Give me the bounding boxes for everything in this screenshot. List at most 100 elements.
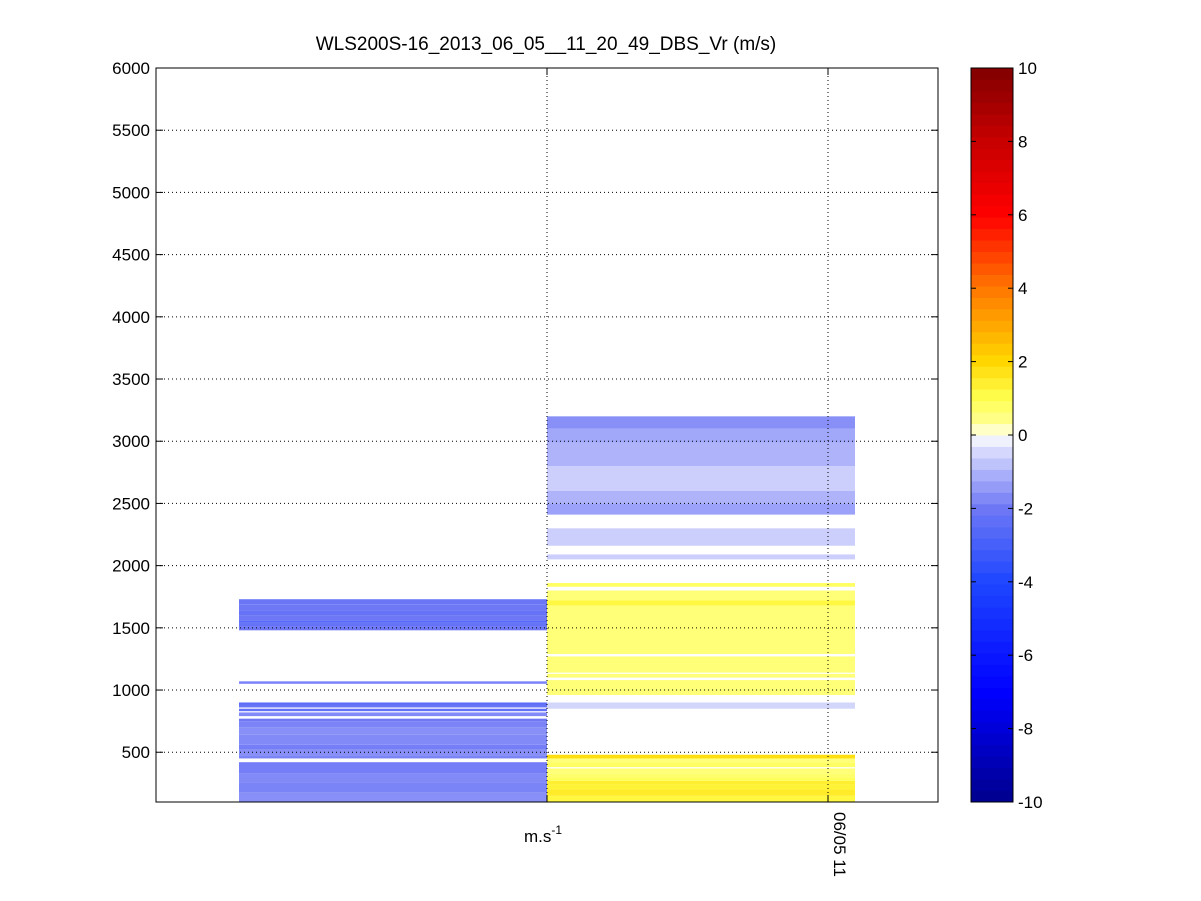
colorbar-segment — [971, 733, 1013, 746]
y-axis: 500 1000 1500 2000 2500 3000 3500 4000 4500 5000 5… — [112, 59, 938, 762]
heatmap-cell — [239, 727, 547, 735]
heatmap-cell — [547, 784, 855, 790]
colorbar-segment — [971, 308, 1013, 321]
colorbar-segment — [971, 285, 1013, 298]
colorbar-segment — [971, 652, 1013, 665]
heatmap-cell — [239, 708, 547, 712]
y-tick-label: 3500 — [112, 370, 150, 389]
heatmap-cell — [547, 428, 855, 443]
colorbar-segment — [971, 251, 1013, 264]
heatmap-cell — [547, 656, 855, 673]
colorbar-tick-label: -8 — [1018, 720, 1033, 739]
colorbar-segment — [971, 194, 1013, 207]
heatmap-cell — [239, 604, 547, 611]
y-tick-label: 3000 — [112, 432, 150, 451]
colorbar-segment — [971, 549, 1013, 562]
y-tick-label: 1000 — [112, 681, 150, 700]
y-tick-label: 500 — [122, 743, 150, 762]
colorbar-tick-label: -6 — [1018, 646, 1033, 665]
colorbar-segment — [971, 354, 1013, 367]
colorbar-segment — [971, 515, 1013, 528]
y-tick-label: 2000 — [112, 557, 150, 576]
heatmap-cell — [547, 673, 855, 678]
heatmap-cell — [547, 762, 855, 768]
colorbar-segment — [971, 629, 1013, 642]
heatmap-cell — [239, 782, 547, 793]
colorbar-segment — [971, 480, 1013, 493]
colorbar-segment — [971, 675, 1013, 688]
colorbar-segment — [971, 389, 1013, 402]
heatmap-cell — [239, 718, 547, 722]
heatmap-cell — [547, 490, 855, 504]
colorbar-segment — [971, 790, 1013, 803]
colorbar-segment — [971, 469, 1013, 482]
heatmap-cell — [547, 442, 855, 467]
colorbar-segment — [971, 744, 1013, 757]
colorbar-segment — [971, 159, 1013, 172]
heatmap-cell — [547, 554, 855, 560]
heatmap-cell — [547, 605, 855, 654]
colorbar-segment — [971, 584, 1013, 597]
colorbar-tick-label: 0 — [1018, 426, 1027, 445]
heatmap-cell — [547, 583, 855, 587]
y-tick-label: 5500 — [112, 121, 150, 140]
colorbar-segment — [971, 331, 1013, 344]
colorbar-segment — [971, 423, 1013, 436]
y-tick-label: 5000 — [112, 183, 150, 202]
heatmap-cell — [239, 744, 547, 750]
heatmap-cell — [547, 780, 855, 785]
colorbar-segment — [971, 171, 1013, 184]
colorbar-segment — [971, 538, 1013, 551]
colorbar-segment — [971, 125, 1013, 138]
colorbar-tick-label: 8 — [1018, 132, 1027, 151]
heatmap-cell — [239, 721, 547, 728]
y-tick-label: 6000 — [112, 59, 150, 78]
colorbar-segment — [971, 343, 1013, 356]
colorbar-segment — [971, 503, 1013, 516]
colorbar-segment — [971, 721, 1013, 734]
colorbar-segment — [971, 412, 1013, 425]
colorbar-segment — [971, 457, 1013, 470]
heatmap-cell — [239, 734, 547, 745]
colorbar-tick-label: 10 — [1018, 59, 1037, 78]
colorbar-segment — [971, 297, 1013, 310]
colorbar-segment — [971, 687, 1013, 700]
y-tick-label: 1500 — [112, 619, 150, 638]
colorbar-segment — [971, 262, 1013, 275]
colorbar: -10 -8 -6 -4 -2 0 2 4 6 8 10 — [970, 59, 1043, 812]
colorbar-segment — [971, 217, 1013, 230]
colorbar-segment — [971, 205, 1013, 218]
x-tick-label: m.s-1 — [524, 823, 562, 846]
heatmap-cell — [547, 466, 855, 491]
heatmap-cell — [239, 773, 547, 783]
colorbar-segment — [971, 446, 1013, 459]
colorbar-segment — [971, 767, 1013, 780]
colorbar-tick-label: -2 — [1018, 499, 1033, 518]
heatmap-cell — [239, 610, 547, 616]
y-tick-label: 4500 — [112, 246, 150, 265]
colorbar-tick-label: -4 — [1018, 573, 1033, 592]
colorbar-segment — [971, 779, 1013, 792]
colorbar-segment — [971, 756, 1013, 769]
heatmap-cell — [239, 622, 547, 627]
heatmap-cell — [547, 702, 855, 709]
colorbar-tick-label: 4 — [1018, 279, 1027, 298]
colorbar-segment — [971, 698, 1013, 711]
heatmap-cell — [239, 704, 547, 708]
colorbar-segment — [971, 102, 1013, 115]
colorbar-segment — [971, 274, 1013, 287]
heatmap-cell — [547, 777, 855, 781]
colorbar-segment — [971, 435, 1013, 447]
colorbar-segment — [971, 366, 1013, 379]
colorbar-segment — [971, 79, 1013, 92]
heatmap-cell — [547, 789, 855, 796]
x-tick-label: 06/05 11 — [830, 812, 849, 877]
colorbar-segment — [971, 572, 1013, 585]
plot-cells — [239, 416, 855, 802]
heatmap-cell — [239, 792, 547, 802]
colorbar-segment — [971, 136, 1013, 149]
colorbar-tick-label: -10 — [1018, 793, 1043, 812]
colorbar-segment — [971, 492, 1013, 505]
heatmap-cell — [547, 416, 855, 429]
y-tick-label: 4000 — [112, 308, 150, 327]
